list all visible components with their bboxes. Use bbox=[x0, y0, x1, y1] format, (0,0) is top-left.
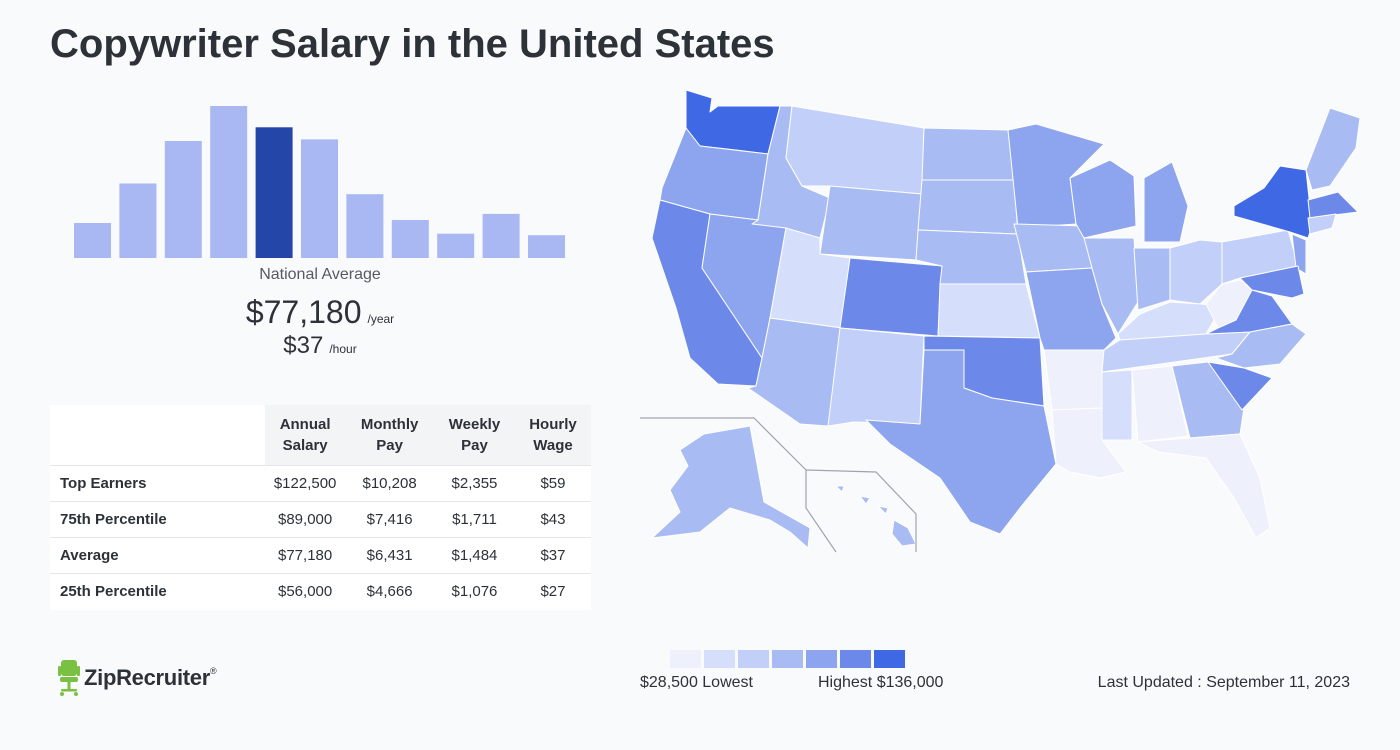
legend-swatch bbox=[806, 650, 837, 668]
cell-weekly: $2,355 bbox=[433, 465, 515, 502]
table-row: Average $77,180 $6,431 $1,484 $37 bbox=[50, 537, 591, 574]
state-florida[interactable] bbox=[1137, 433, 1271, 539]
page-title: Copywriter Salary in the United States bbox=[50, 22, 775, 66]
state-texas[interactable] bbox=[865, 349, 1057, 535]
histogram-bar-average[interactable] bbox=[255, 127, 293, 258]
state-mississippi[interactable] bbox=[1101, 369, 1133, 441]
state-georgia[interactable] bbox=[1171, 361, 1245, 439]
cell-hourly: $59 bbox=[514, 465, 591, 502]
us-salary-map bbox=[640, 89, 1360, 553]
state-wyoming[interactable] bbox=[819, 185, 923, 261]
state-arkansas[interactable] bbox=[1043, 349, 1105, 411]
cell-annual: $56,000 bbox=[265, 573, 346, 610]
legend-swatch bbox=[840, 650, 871, 668]
state-kansas[interactable] bbox=[937, 283, 1041, 339]
cell-hourly: $43 bbox=[514, 501, 591, 538]
national-average-yearly: $77,180/year bbox=[170, 294, 470, 331]
registered-mark: ® bbox=[209, 666, 217, 676]
cell-monthly: $4,666 bbox=[345, 573, 434, 610]
state-wisconsin[interactable] bbox=[1069, 159, 1137, 239]
yearly-unit: /year bbox=[367, 312, 395, 326]
histogram-bar[interactable] bbox=[210, 106, 248, 258]
histogram-bar[interactable] bbox=[74, 223, 111, 258]
cell-annual: $122,500 bbox=[265, 465, 346, 502]
salary-table: Annual Salary Monthly Pay Weekly Pay Hourly… bbox=[50, 405, 591, 610]
table-row: 75th Percentile $89,000 $7,416 $1,711 $4… bbox=[50, 501, 591, 538]
ziprecruiter-logo[interactable]: ZipRecruiter ® bbox=[58, 660, 217, 696]
cell-weekly: $1,076 bbox=[433, 573, 515, 610]
logo-text: ZipRecruiter bbox=[84, 665, 210, 690]
state-new-mexico[interactable] bbox=[827, 327, 925, 427]
legend-swatch bbox=[772, 650, 803, 668]
cell-monthly: $6,431 bbox=[345, 537, 434, 574]
state-indiana[interactable] bbox=[1133, 247, 1171, 311]
table-header-annual: Annual Salary bbox=[265, 405, 346, 466]
table-header-weekly: Weekly Pay bbox=[433, 405, 515, 466]
cell-weekly: $1,711 bbox=[433, 501, 515, 538]
legend-lowest: $28,500 Lowest bbox=[640, 674, 753, 691]
chair-icon bbox=[58, 660, 80, 696]
state-massachusetts[interactable] bbox=[1307, 191, 1359, 219]
cell-annual: $77,180 bbox=[265, 537, 346, 574]
table-row: 25th Percentile $56,000 $4,666 $1,076 $2… bbox=[50, 573, 591, 610]
state-north-carolina[interactable] bbox=[1215, 323, 1307, 369]
histogram-bar[interactable] bbox=[528, 235, 565, 258]
hourly-unit: /hour bbox=[329, 342, 357, 356]
hawaii-inset-border bbox=[805, 469, 917, 552]
state-south-carolina[interactable] bbox=[1207, 361, 1273, 411]
state-colorado[interactable] bbox=[839, 257, 943, 337]
hourly-amount: $37 bbox=[283, 332, 324, 359]
row-label: Top Earners bbox=[50, 465, 265, 502]
table-header-blank bbox=[50, 405, 265, 466]
state-alabama[interactable] bbox=[1131, 365, 1189, 443]
cell-hourly: $37 bbox=[514, 537, 591, 574]
cell-hourly: $27 bbox=[514, 573, 591, 610]
histogram-bar[interactable] bbox=[482, 213, 520, 258]
row-label: 25th Percentile bbox=[50, 573, 265, 610]
table-row: Top Earners $122,500 $10,208 $2,355 $59 bbox=[50, 465, 591, 502]
histogram-bar[interactable] bbox=[346, 194, 384, 258]
row-label: 75th Percentile bbox=[50, 501, 265, 538]
state-alaska[interactable] bbox=[651, 425, 811, 549]
table-header-hourly: Hourly Wage bbox=[514, 405, 591, 466]
state-north-dakota[interactable] bbox=[921, 127, 1015, 181]
legend-highest: Highest $136,000 bbox=[818, 674, 944, 691]
legend-swatch bbox=[670, 650, 701, 668]
histogram-bar[interactable] bbox=[437, 233, 475, 258]
state-michigan[interactable] bbox=[1143, 161, 1189, 243]
cell-weekly: $1,484 bbox=[433, 537, 515, 574]
cell-monthly: $10,208 bbox=[345, 465, 434, 502]
state-south-dakota[interactable] bbox=[917, 179, 1019, 235]
table-header-monthly: Monthly Pay bbox=[345, 405, 434, 466]
state-washington[interactable] bbox=[685, 89, 781, 155]
national-average-hourly: $37/hour bbox=[170, 332, 470, 360]
legend-swatch bbox=[874, 650, 905, 668]
table-header-row: Annual Salary Monthly Pay Weekly Pay Hourly… bbox=[50, 405, 591, 466]
cell-annual: $89,000 bbox=[265, 501, 346, 538]
histogram-bar[interactable] bbox=[164, 141, 202, 258]
national-average-label: National Average bbox=[259, 266, 381, 283]
last-updated: Last Updated : September 11, 2023 bbox=[1097, 674, 1350, 691]
state-new-jersey[interactable] bbox=[1291, 233, 1307, 275]
histogram-bar[interactable] bbox=[119, 183, 157, 259]
row-label: Average bbox=[50, 537, 265, 574]
legend-swatch bbox=[738, 650, 769, 668]
state-montana[interactable] bbox=[785, 105, 925, 195]
state-maryland-delaware[interactable] bbox=[1239, 265, 1305, 299]
state-connecticut[interactable] bbox=[1307, 213, 1337, 235]
state-new-england[interactable] bbox=[1305, 107, 1360, 191]
map-legend bbox=[670, 650, 905, 668]
salary-histogram bbox=[74, 106, 565, 259]
state-new-york[interactable] bbox=[1233, 165, 1313, 239]
legend-swatch bbox=[704, 650, 735, 668]
histogram-bar[interactable] bbox=[391, 220, 429, 258]
histogram-bar[interactable] bbox=[301, 139, 338, 258]
state-hawaii[interactable] bbox=[835, 485, 917, 547]
yearly-amount: $77,180 bbox=[245, 294, 362, 330]
cell-monthly: $7,416 bbox=[345, 501, 434, 538]
